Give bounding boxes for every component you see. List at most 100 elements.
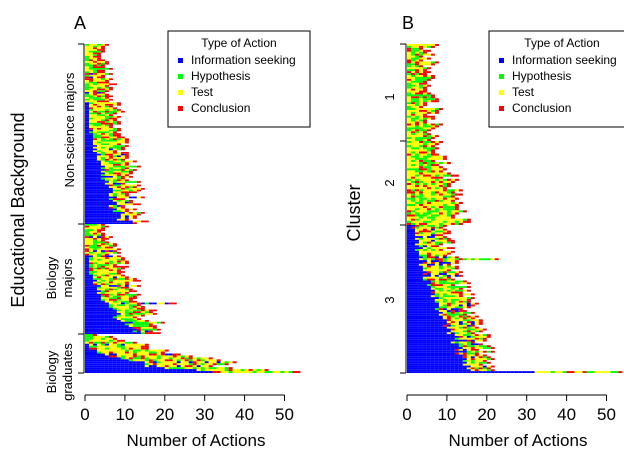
panel-a-action-cell bbox=[100, 369, 105, 372]
panel-a-action-cell bbox=[85, 85, 89, 87]
panel-a-action-cell bbox=[85, 141, 89, 144]
panel-a-action-cell bbox=[85, 73, 89, 75]
panel-b-action-cell bbox=[422, 267, 427, 270]
panel-a-action-cell bbox=[96, 64, 101, 67]
panel-a-action-cell bbox=[112, 355, 117, 358]
panel-a-action-cell bbox=[100, 69, 105, 72]
panel-b-action-cell bbox=[486, 365, 491, 368]
panel-a-action-cell bbox=[156, 369, 161, 372]
panel-b-action-cell bbox=[450, 311, 455, 314]
panel-b-action-cell bbox=[438, 157, 443, 160]
panel-b-action-cell bbox=[482, 358, 487, 361]
panel-a-action-cell bbox=[88, 293, 93, 296]
panel-b-action-cell bbox=[434, 245, 439, 248]
panel-a-action-cell bbox=[128, 196, 133, 199]
panel-b-action-cell bbox=[434, 193, 439, 196]
panel-a-action-cell bbox=[92, 246, 97, 249]
panel-a-action-cell bbox=[92, 307, 97, 310]
panel-b-action-cell bbox=[426, 350, 431, 353]
panel-b-action-cell bbox=[407, 323, 411, 325]
panel-b-action-cell bbox=[454, 345, 459, 348]
panel-a-action-cell bbox=[92, 351, 97, 354]
panel-b-action-cell bbox=[446, 291, 451, 294]
panel-a-action-cell bbox=[100, 105, 105, 108]
panel-a-action-cell bbox=[132, 293, 137, 296]
panel-b-action-cell bbox=[442, 339, 447, 342]
panel-b-action-cell bbox=[407, 347, 411, 349]
panel-a-action-cell bbox=[96, 300, 101, 303]
panel-b-action-cell bbox=[438, 324, 443, 327]
panel-a-action-cell bbox=[120, 271, 125, 273]
panel-b-action-cell bbox=[450, 193, 455, 196]
panel-a-action-cell bbox=[120, 160, 125, 163]
panel-a-action-cell bbox=[100, 44, 105, 46]
panel-b-action-cell bbox=[446, 265, 451, 268]
panel-b-action-cell bbox=[462, 371, 467, 373]
panel-a-action-cell bbox=[85, 155, 89, 158]
panel-b-action-cell bbox=[418, 241, 423, 244]
panel-a-action-cell bbox=[100, 133, 105, 135]
panel-b-action-cell bbox=[434, 297, 439, 299]
panel-a-action-cell bbox=[104, 68, 109, 70]
panel-a-action-cell bbox=[88, 169, 93, 171]
panel-a-action-cell bbox=[100, 140, 105, 142]
panel-a-action-cell bbox=[100, 182, 105, 185]
panel-a-action-cell bbox=[88, 212, 93, 214]
panel-b-action-cell bbox=[414, 149, 419, 152]
panel-a-action-cell bbox=[88, 126, 93, 128]
panel-b-action-cell bbox=[407, 330, 411, 333]
panel-a-action-cell bbox=[124, 309, 129, 312]
panel-b-action-cell bbox=[446, 317, 451, 320]
panel-b-action-cell bbox=[486, 336, 491, 338]
panel-b-action-cell bbox=[470, 345, 475, 348]
panel-a-action-cell bbox=[92, 44, 97, 46]
panel-b-action-cell bbox=[422, 166, 427, 169]
panel-a-action-cell bbox=[132, 196, 137, 199]
panel-a-action-cell bbox=[92, 73, 97, 75]
panel-a-action-cell bbox=[88, 104, 93, 106]
panel-b-action-cell bbox=[430, 291, 435, 294]
panel-a-action-cell bbox=[92, 88, 97, 91]
panel-b-action-cell bbox=[430, 350, 435, 353]
panel-b-action-cell bbox=[426, 216, 431, 219]
panel-a-action-cell bbox=[128, 367, 133, 370]
panel-b-action-cell bbox=[410, 286, 415, 288]
panel-b-legend-entry-information-seeking: Information seeking bbox=[512, 53, 617, 67]
panel-a-action-cell bbox=[85, 243, 89, 245]
panel-b-action-cell bbox=[446, 358, 451, 361]
panel-a-action-cell bbox=[88, 153, 93, 156]
panel-a-action-cell bbox=[128, 351, 133, 354]
panel-a-action-cell bbox=[132, 279, 137, 282]
panel-b-action-cell bbox=[410, 249, 415, 251]
panel-b-action-cell bbox=[442, 300, 447, 303]
panel-b-action-cell bbox=[414, 189, 419, 192]
panel-a-action-cell bbox=[116, 361, 121, 364]
panel-a-action-cell bbox=[104, 62, 109, 65]
panel-b-action-cell bbox=[474, 343, 479, 346]
panel-a-action-cell bbox=[88, 215, 93, 218]
panel-b-action-cell bbox=[430, 274, 435, 277]
panel-a-action-cell bbox=[92, 182, 97, 185]
panel-a-action-cell bbox=[92, 112, 97, 115]
panel-b-action-cell bbox=[418, 313, 423, 316]
panel-b-action-cell bbox=[430, 234, 435, 237]
panel-a-action-cell bbox=[100, 112, 105, 115]
panel-b-action-cell bbox=[418, 151, 423, 154]
panel-b-action-cell bbox=[426, 45, 431, 48]
panel-b-action-cell bbox=[407, 100, 411, 103]
panel-b-action-cell bbox=[454, 260, 459, 262]
panel-a-action-cell bbox=[92, 61, 97, 63]
panel-b-action-cell bbox=[490, 369, 495, 372]
panel-b-action-cell bbox=[474, 328, 479, 331]
panel-a-action-cell bbox=[85, 148, 89, 151]
panel-b-action-cell bbox=[426, 109, 431, 112]
panel-b-action-cell bbox=[442, 367, 447, 370]
panel-b-action-cell bbox=[414, 306, 419, 309]
panel-a-action-cell bbox=[172, 355, 177, 358]
panel-b-action-cell bbox=[434, 339, 439, 342]
panel-a-action-cell bbox=[124, 265, 129, 268]
panel-a-action-cell bbox=[104, 257, 109, 259]
panel-a-action-cell bbox=[104, 274, 109, 277]
panel-a-action-cell bbox=[200, 359, 205, 362]
panel-b-action-cell bbox=[426, 258, 431, 261]
